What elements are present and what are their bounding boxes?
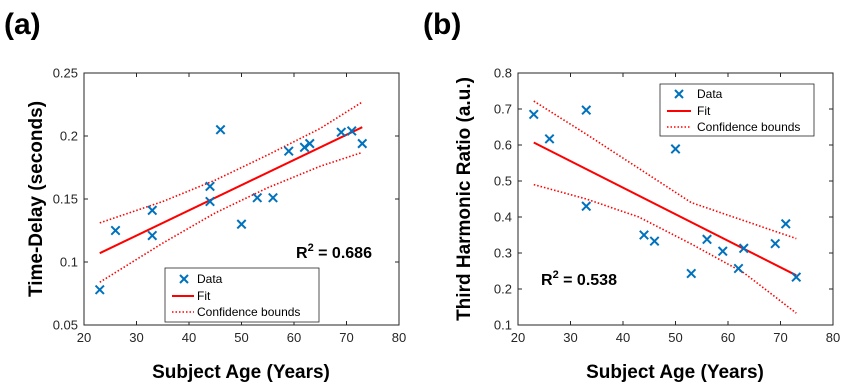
data-point	[733, 263, 744, 274]
confidence-bound-upper	[533, 100, 797, 240]
x-tick-label: 40	[616, 330, 630, 345]
data-point	[544, 133, 555, 144]
y-tick-label: 0.5	[494, 174, 512, 189]
y-tick-label: 0.1	[494, 318, 512, 333]
data-point	[686, 268, 697, 279]
fit-line	[99, 126, 363, 255]
panel-b-r-squared: R2 = 0.538	[541, 269, 617, 289]
x-tick-label: 60	[287, 330, 301, 345]
panel-b-y-ticks: 0.1 0.2 0.3 0.4 0.5 0.6 0.7 0.8	[494, 66, 833, 333]
panel-b-x-ticks: 20 30 40 50 60 70 80	[511, 73, 840, 345]
panel-a-r-squared: R2 = 0.686	[296, 242, 372, 262]
x-tick-label: 80	[826, 330, 840, 345]
data-point	[252, 192, 263, 203]
panel-b: (b) 20 30 40 50 60 70 80 0.1 0.2 0.3 0.4 0.5 0.6 0.7…	[423, 8, 840, 383]
panel-a-r-squared-sup: 2	[308, 242, 314, 254]
data-point	[639, 230, 649, 240]
panel-a-legend-data-label: Data	[197, 272, 223, 286]
data-point	[236, 219, 247, 230]
data-point	[283, 146, 294, 157]
confidence-bound-upper	[99, 101, 363, 224]
panel-a-legend-fit-label: Fit	[197, 289, 211, 303]
panel-b-legend-fit-label: Fit	[697, 104, 711, 118]
y-tick-label: 0.4	[494, 210, 512, 225]
panel-b-plot-marks	[528, 100, 802, 314]
data-point	[346, 126, 357, 136]
data-point	[147, 230, 158, 241]
data-point	[268, 192, 278, 203]
x-tick-label: 40	[182, 330, 196, 345]
data-point	[205, 196, 215, 207]
x-tick-label: 20	[77, 330, 91, 345]
y-tick-label: 0.6	[494, 138, 512, 153]
panel-b-label: (b)	[423, 8, 461, 41]
data-point	[147, 205, 158, 216]
panel-b-r-squared-sup: 2	[553, 269, 559, 281]
panel-a-legend-data-marker	[179, 274, 189, 284]
y-tick-label: 0.2	[60, 129, 78, 144]
data-point	[336, 127, 347, 138]
y-tick-label: 0.2	[494, 282, 512, 297]
data-point	[717, 246, 728, 257]
panel-b-legend: Data Fit Confidence bounds	[659, 83, 815, 137]
x-tick-label: 80	[392, 330, 406, 345]
data-point	[649, 236, 660, 247]
data-point	[581, 201, 592, 212]
panel-a-y-axis-title: Time-Delay (seconds)	[26, 101, 47, 297]
panel-a: (a) 20 30 40 50 60 70 80 0.05 0.1 0.15 0.2 0.25 Su…	[4, 8, 406, 383]
data-point	[770, 238, 781, 249]
x-tick-label: 70	[773, 330, 787, 345]
x-tick-label: 20	[511, 330, 525, 345]
panel-b-legend-data-label: Data	[697, 87, 723, 101]
y-tick-label: 0.7	[494, 102, 512, 117]
panel-b-r-squared-value: = 0.538	[559, 272, 617, 289]
panel-a-x-axis-title: Subject Age (Years)	[152, 362, 330, 383]
data-point	[110, 225, 121, 236]
panel-a-y-ticks: 0.05 0.1 0.15 0.2 0.25	[53, 66, 399, 333]
panel-a-legend-bounds-label: Confidence bounds	[197, 305, 300, 319]
y-tick-label: 0.25	[53, 66, 78, 81]
data-point	[670, 144, 681, 154]
y-tick-label: 0.8	[494, 66, 512, 81]
y-tick-label: 0.1	[60, 255, 78, 270]
data-point	[528, 109, 539, 120]
data-point	[205, 181, 215, 192]
data-point	[702, 234, 712, 245]
panel-b-legend-bounds-label: Confidence bounds	[697, 120, 800, 134]
data-point	[738, 243, 749, 254]
x-tick-label: 50	[234, 330, 248, 345]
data-point	[94, 284, 105, 295]
x-tick-label: 30	[129, 330, 143, 345]
panel-a-r-squared-prefix: R	[296, 245, 308, 262]
panel-a-label: (a)	[4, 8, 41, 41]
x-tick-label: 70	[339, 330, 353, 345]
y-tick-label: 0.05	[53, 318, 78, 333]
panel-b-legend-data-marker	[674, 89, 684, 99]
data-point	[791, 272, 802, 283]
x-tick-label: 50	[668, 330, 682, 345]
panel-a-plot-marks	[94, 101, 368, 295]
x-tick-label: 30	[563, 330, 577, 345]
data-point	[304, 138, 315, 149]
data-point	[780, 218, 791, 229]
data-point	[581, 105, 592, 115]
y-tick-label: 0.3	[494, 246, 512, 261]
data-point	[357, 138, 368, 149]
fit-line	[533, 141, 797, 277]
panel-b-r-squared-prefix: R	[541, 272, 553, 289]
data-point	[215, 124, 226, 135]
panel-b-x-axis-title: Subject Age (Years)	[586, 362, 764, 383]
y-tick-label: 0.15	[53, 192, 78, 207]
panel-b-y-axis-title: Third Harmonic Ratio (a.u.)	[454, 77, 475, 321]
panel-a-r-squared-value: = 0.686	[314, 245, 372, 262]
panel-a-legend: Data Fit Confidence bounds	[164, 267, 320, 323]
data-point	[299, 142, 310, 153]
x-tick-label: 60	[721, 330, 735, 345]
